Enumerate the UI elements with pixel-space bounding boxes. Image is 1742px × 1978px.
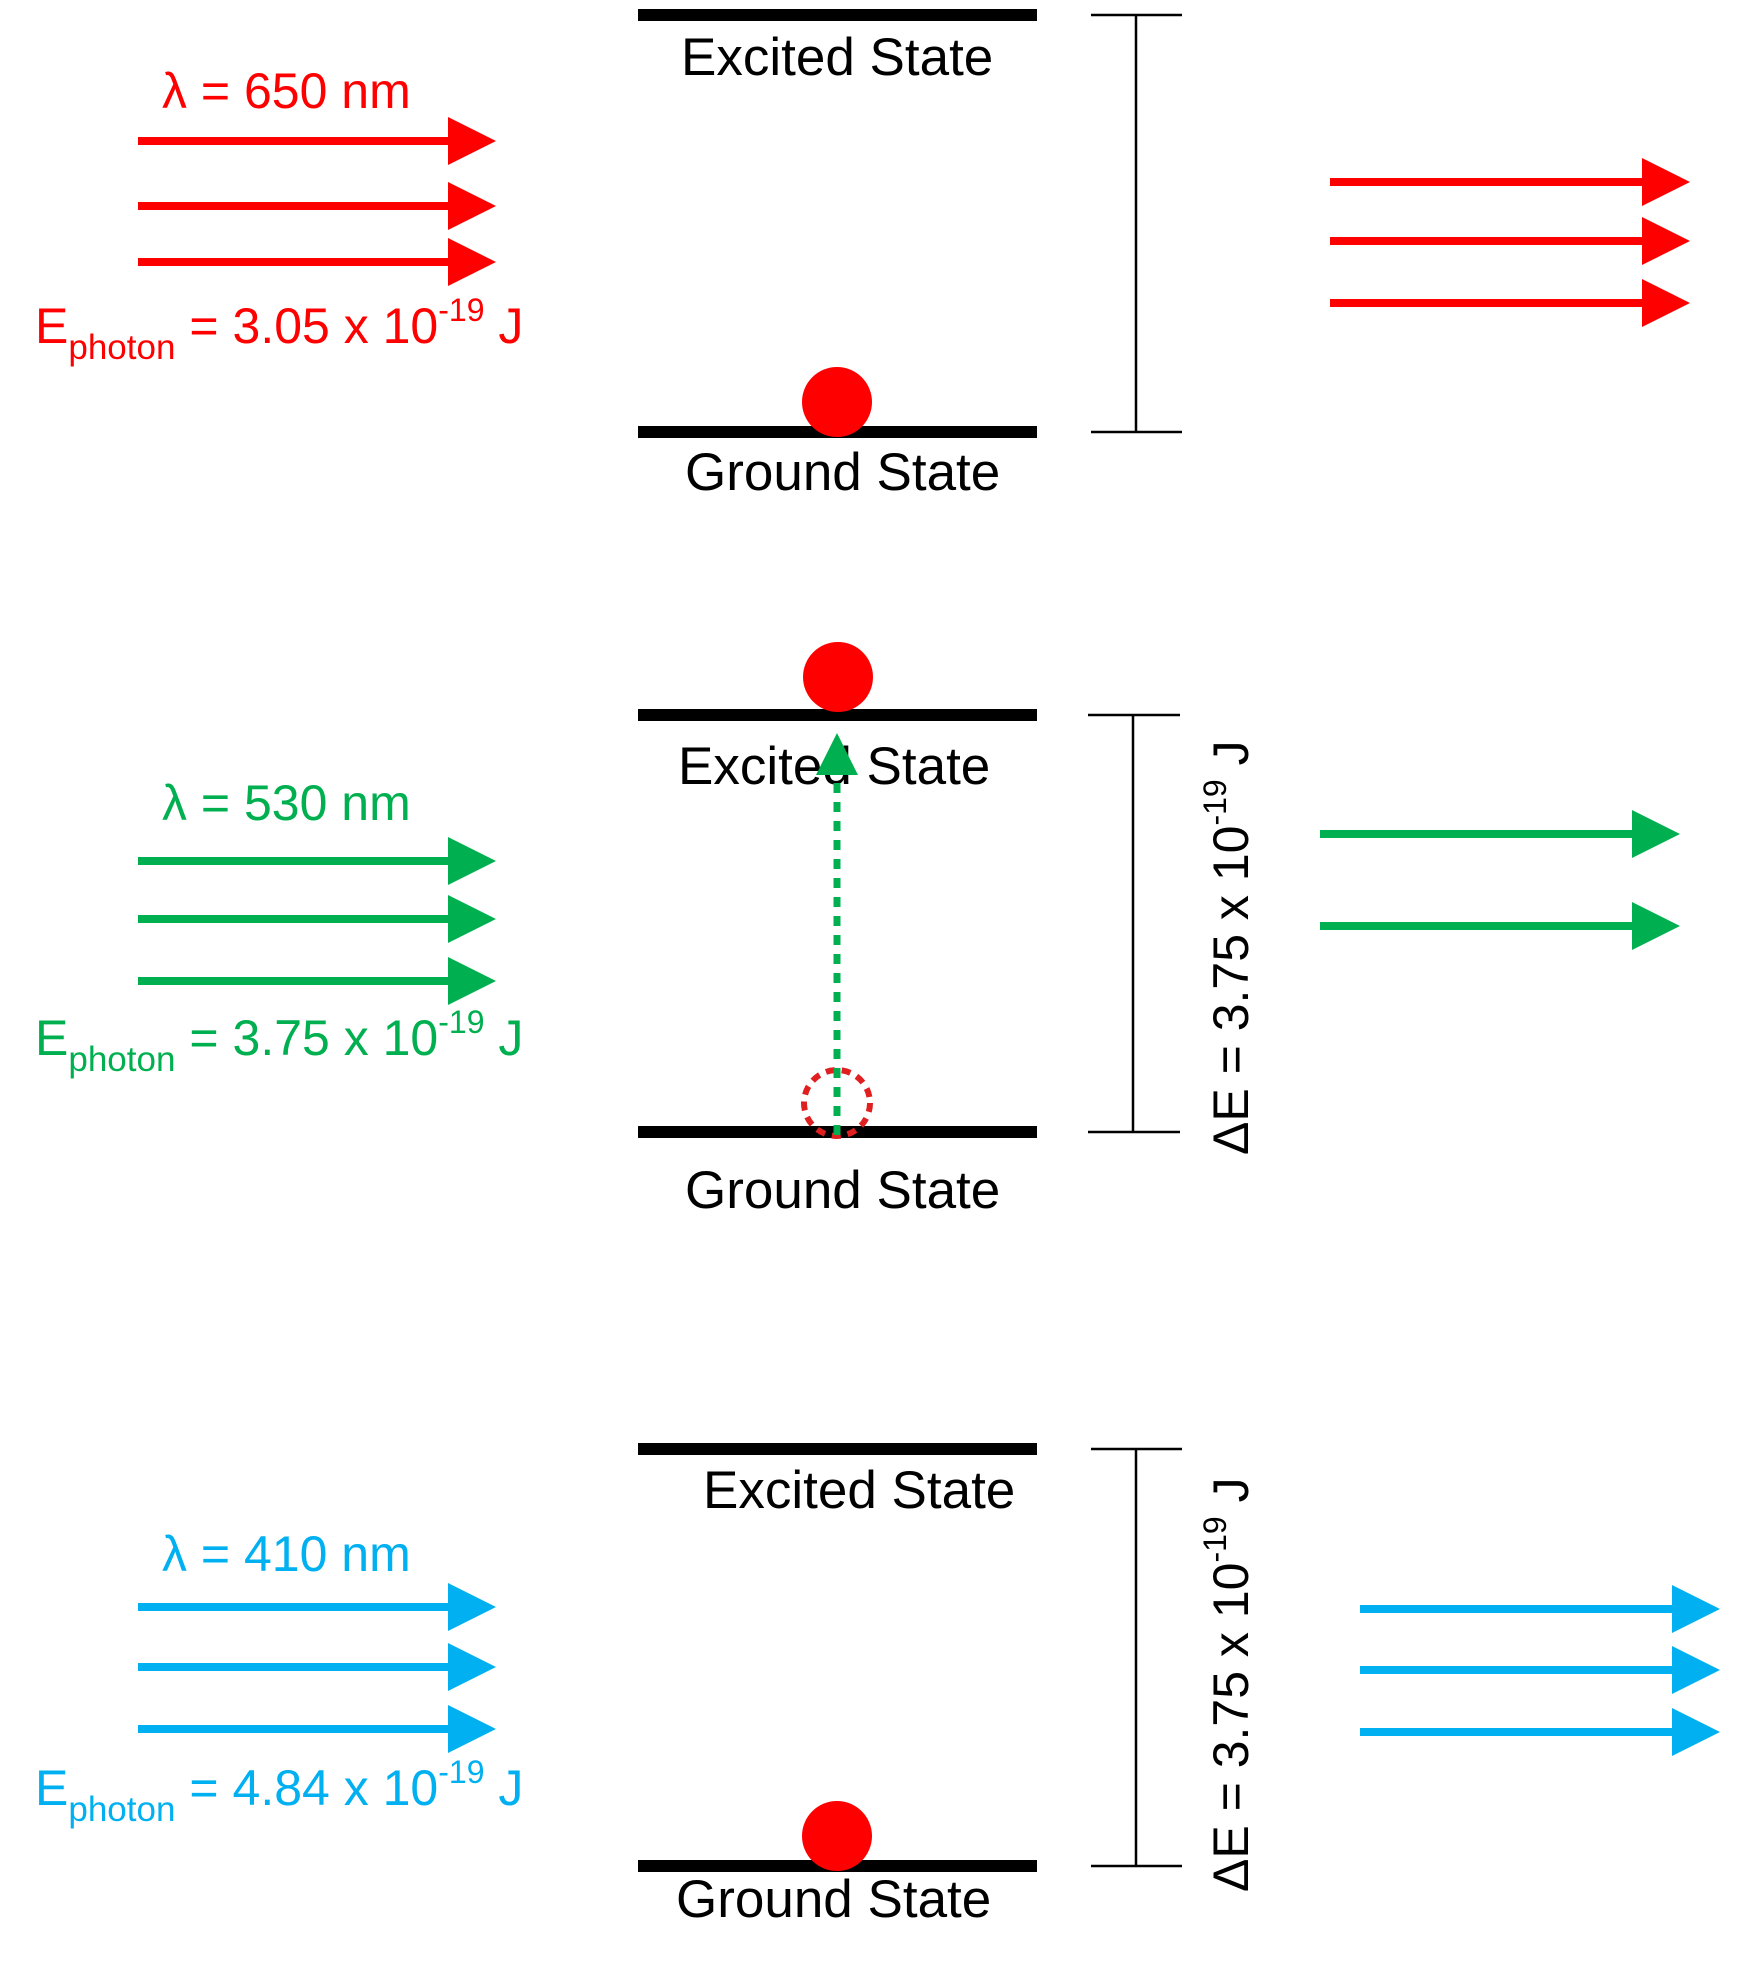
energy-gap-bracket xyxy=(1088,713,1180,1134)
unit: J xyxy=(485,1760,524,1816)
exponent: -19 xyxy=(1197,1516,1233,1562)
photon-subscript: photon xyxy=(68,1040,175,1079)
excited-state-label: Excited State xyxy=(703,1461,1015,1520)
unit: J xyxy=(1203,740,1259,779)
panel-blue: λ = 410 nm Ephoton = 4.84 x 10-19 J Excit… xyxy=(35,1443,1720,1929)
equals: = xyxy=(189,1760,232,1816)
exponent: -19 xyxy=(438,1004,484,1040)
energy-value: 3.75 xyxy=(233,1010,330,1066)
photon-energy-label-blue: Ephoton = 4.84 x 10-19 J xyxy=(35,1754,523,1829)
photon-subscript: photon xyxy=(68,328,175,367)
panel-green: λ = 530 nm Ephoton = 3.75 x 10-19 J Excit… xyxy=(35,642,1680,1220)
former-electron-position xyxy=(801,1067,873,1139)
unit: J xyxy=(1203,1477,1259,1516)
times-ten: x 10 xyxy=(330,1010,438,1066)
electron xyxy=(802,1801,872,1871)
exponent: -19 xyxy=(438,1754,484,1790)
delta-e: ΔE = 3.75 x 10 xyxy=(1203,1563,1259,1892)
times-ten: x 10 xyxy=(330,1760,438,1816)
ground-state-label: Ground State xyxy=(685,443,1000,502)
unit: J xyxy=(485,1010,524,1066)
wavelength-label-blue: λ = 410 nm xyxy=(162,1526,411,1582)
transmitted-photons-blue xyxy=(1360,1585,1720,1756)
incoming-photons-red xyxy=(138,117,496,286)
ground-state-label: Ground State xyxy=(685,1161,1000,1220)
photon-energy-label-green: Ephoton = 3.75 x 10-19 J xyxy=(35,1004,523,1079)
electron xyxy=(802,367,872,437)
electron xyxy=(803,642,873,712)
wavelength-label-green: λ = 530 nm xyxy=(162,775,411,831)
photon-subscript: photon xyxy=(68,1790,175,1829)
unit: J xyxy=(485,298,524,354)
incoming-photons-blue xyxy=(138,1583,496,1753)
ground-state-label: Ground State xyxy=(676,1870,991,1929)
energy-gap-bracket xyxy=(1091,1447,1182,1868)
energy-value: 3.05 xyxy=(233,298,330,354)
equals: = xyxy=(189,1010,232,1066)
panel-red: λ = 650 nm Ephoton = 3.05 x 10-19 J Excit… xyxy=(35,9,1690,502)
e-symbol: E xyxy=(35,1760,68,1816)
energy-gap-label: ΔE = 3.75 x 10-19 J xyxy=(1197,740,1259,1155)
incoming-photons-green xyxy=(138,837,496,1005)
delta-e: ΔE = 3.75 x 10 xyxy=(1203,826,1259,1155)
times-ten: x 10 xyxy=(330,298,438,354)
energy-gap-label: ΔE = 3.75 x 10-19 J xyxy=(1197,1477,1259,1892)
equals: = xyxy=(189,298,232,354)
e-symbol: E xyxy=(35,1010,68,1066)
photon-energy-label-red: Ephoton = 3.05 x 10-19 J xyxy=(35,292,523,367)
energy-gap-bracket xyxy=(1091,13,1182,434)
excited-state-label: Excited State xyxy=(681,28,993,87)
exponent: -19 xyxy=(438,292,484,328)
e-symbol: E xyxy=(35,298,68,354)
transmitted-photons-red xyxy=(1330,158,1690,327)
exponent: -19 xyxy=(1197,779,1233,825)
transmitted-photons-green xyxy=(1320,810,1680,950)
energy-value: 4.84 xyxy=(233,1760,330,1816)
wavelength-label-red: λ = 650 nm xyxy=(162,63,411,119)
